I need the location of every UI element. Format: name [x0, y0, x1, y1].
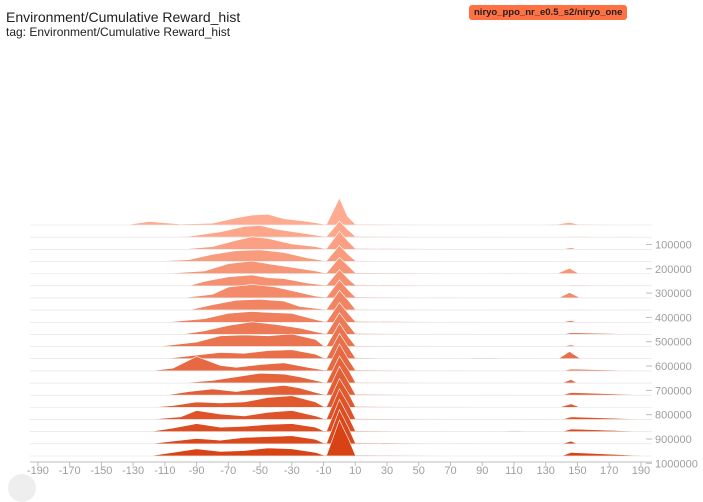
x-tick-label: 130 — [537, 465, 555, 477]
x-tick-label: -170 — [59, 465, 81, 477]
x-tick-label: -110 — [154, 465, 175, 477]
step-tick-label: 1000000 — [655, 458, 698, 470]
tag-line: tag: Environment/Cumulative Reward_hist — [6, 25, 231, 39]
ridge-20000 — [30, 197, 653, 226]
ridges-group — [29, 197, 653, 457]
ridge-220000 — [29, 256, 653, 274]
chart-title: Environment/Cumulative Reward_hist — [6, 9, 241, 25]
ridge-170000 — [29, 244, 653, 262]
x-tick-label: 30 — [381, 465, 393, 477]
step-tick-label: 900000 — [655, 434, 692, 446]
step-axis: 100000 200000 300000 400000 500000 600000 7000… — [646, 239, 698, 470]
x-tick-label: 190 — [632, 465, 650, 477]
cursor-indicator — [8, 474, 36, 502]
x-tick-label: -150 — [90, 465, 112, 477]
ridge-320000 — [29, 279, 653, 299]
step-tick-label: 800000 — [655, 410, 692, 422]
x-tick-label: -10 — [316, 465, 332, 477]
ridge-270000 — [29, 269, 653, 287]
x-tick-label: 150 — [568, 465, 586, 477]
x-tick-label: -190 — [27, 465, 49, 477]
x-tick-label: 170 — [600, 465, 618, 477]
x-tick-label: -50 — [252, 465, 268, 477]
ridge-370000 — [29, 289, 653, 311]
x-tick-label: -30 — [284, 465, 300, 477]
x-tick-label: -90 — [189, 465, 205, 477]
ridge-120000 — [29, 230, 653, 250]
step-tick-label: 100000 — [655, 239, 692, 251]
histogram-chart[interactable]: 100000 200000 300000 400000 500000 600000 7000… — [0, 0, 703, 482]
x-tick-label: 50 — [413, 465, 425, 477]
x-tick-label: 10 — [349, 465, 361, 477]
x-tick-label: 90 — [476, 465, 488, 477]
step-tick-label: 200000 — [655, 264, 692, 276]
x-axis: -190 -170 -150 -130 -110 -90 -70 -50 -30 -10 10 30 5… — [27, 461, 652, 477]
ridge-970000 — [30, 419, 653, 457]
step-tick-label: 700000 — [655, 385, 692, 397]
ridge-620000 — [29, 343, 653, 372]
x-tick-label: 70 — [444, 465, 456, 477]
x-tick-label: -70 — [220, 465, 236, 477]
ridge-70000 — [29, 220, 653, 238]
step-tick-label: 600000 — [655, 361, 692, 373]
run-badge[interactable]: niryo_ppo_nr_e0.5_s2/niryo_one — [469, 5, 628, 20]
step-tick-label: 500000 — [655, 337, 692, 349]
x-tick-label: 110 — [505, 465, 523, 477]
ridge-470000 — [29, 312, 653, 335]
x-tick-label: -130 — [122, 465, 144, 477]
step-tick-label: 400000 — [655, 312, 692, 324]
step-tick-label: 300000 — [655, 288, 692, 300]
